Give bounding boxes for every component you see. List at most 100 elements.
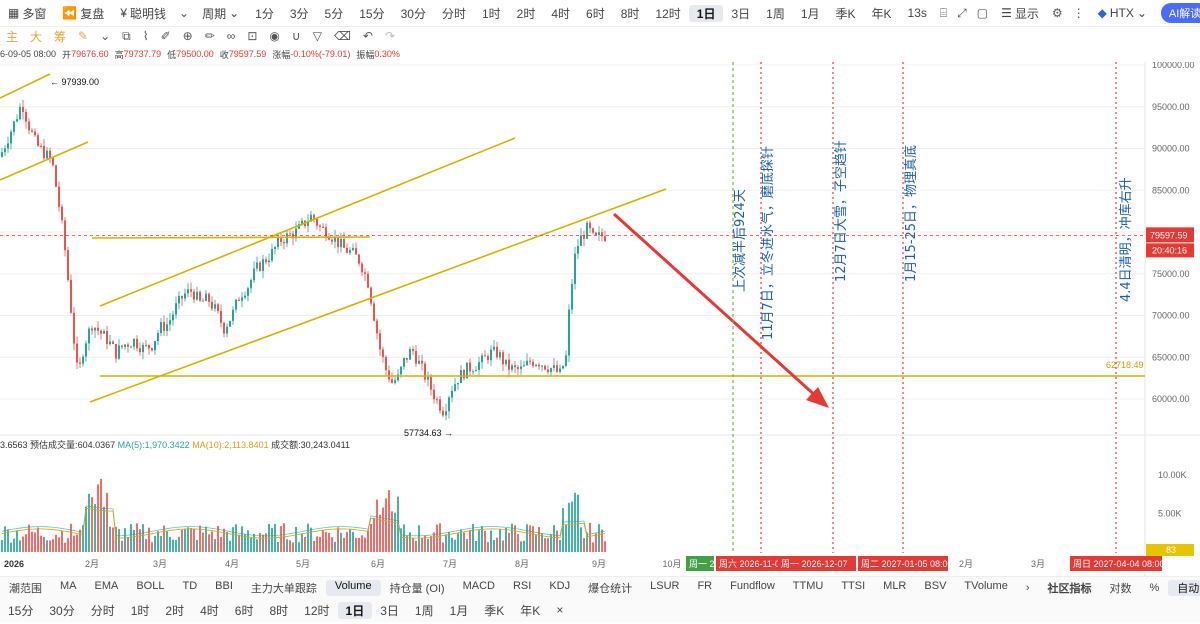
interval-tab-7[interactable]: 2时 bbox=[516, 6, 536, 21]
indicator-tab-10[interactable]: KDJ bbox=[549, 580, 571, 592]
zoom-icon[interactable]: ⊕ bbox=[182, 29, 193, 43]
chevron-down-icon[interactable]: ⌄ bbox=[100, 29, 111, 43]
chevron-right-icon[interactable]: › bbox=[1025, 582, 1030, 594]
price-chart[interactable]: 上次减半后924天 11月7日，立冬进水气，磨底探针 12月7日大雪，子空趋针 1月1… bbox=[0, 62, 1200, 576]
candle-body bbox=[433, 389, 435, 400]
chip-toggle[interactable]: 筹 bbox=[54, 29, 67, 44]
smart-money-button[interactable]: ¥ 聪明钱 bbox=[120, 6, 167, 21]
bottom-interval-tab-2[interactable]: 分时 bbox=[90, 603, 115, 618]
indicator-tab-1[interactable]: EMA bbox=[94, 580, 119, 592]
percent-toggle[interactable]: % bbox=[1149, 582, 1160, 594]
redo-icon[interactable]: ↷ bbox=[384, 29, 396, 43]
bottom-interval-tab-9[interactable]: 1日 bbox=[337, 601, 373, 619]
indicator-tab-12[interactable]: LSUR bbox=[650, 580, 680, 592]
indicator-tab-7[interactable]: 持仓量 (OI) bbox=[389, 583, 445, 595]
indicator-tab-14[interactable]: Fundflow bbox=[730, 580, 775, 592]
link-icon[interactable]: ∞ bbox=[226, 29, 236, 43]
bottom-interval-tab-1[interactable]: 30分 bbox=[49, 603, 75, 618]
indicator-tab-11[interactable]: 爆仓统计 bbox=[588, 583, 633, 595]
camera-icon[interactable]: ⌸ bbox=[939, 5, 948, 20]
filter-icon[interactable]: ▽ bbox=[312, 29, 322, 43]
interval-tab-6[interactable]: 1时 bbox=[481, 6, 501, 21]
close-value: 79597.59 bbox=[228, 49, 267, 59]
log-scale-toggle[interactable]: 对数 bbox=[1109, 583, 1132, 595]
big-toggle[interactable]: 大 bbox=[30, 29, 43, 44]
bottom-interval-tab-14[interactable]: 年K bbox=[520, 603, 541, 618]
interval-tab-5[interactable]: 分时 bbox=[441, 6, 466, 21]
bottom-interval-tab-11[interactable]: 1周 bbox=[414, 603, 434, 618]
bottom-interval-tab-6[interactable]: 6时 bbox=[234, 603, 254, 618]
pencil-icon[interactable]: ✎ bbox=[78, 29, 89, 43]
interval-tab-0[interactable]: 1分 bbox=[255, 6, 274, 21]
indicator-tab-9[interactable]: RSI bbox=[512, 580, 532, 592]
layout-button[interactable]: ▦ 多窗 bbox=[8, 6, 47, 21]
bottom-interval-tab-13[interactable]: 季K bbox=[484, 603, 505, 618]
interval-tab-15[interactable]: 1月 bbox=[800, 6, 820, 21]
window-icon[interactable]: ▢ bbox=[976, 6, 989, 20]
interval-tab-16[interactable]: 季K bbox=[835, 6, 856, 21]
period-dropdown[interactable]: 周期 ⌄ bbox=[202, 6, 240, 21]
expand-icon[interactable]: ⤢ bbox=[957, 5, 967, 20]
candle-body bbox=[370, 287, 372, 304]
interval-tab-3[interactable]: 15分 bbox=[359, 6, 385, 21]
interval-tab-10[interactable]: 8时 bbox=[620, 6, 640, 21]
community-indicator-button[interactable]: 社区指标 bbox=[1047, 583, 1092, 595]
magnet-icon[interactable]: ∪ bbox=[291, 29, 301, 43]
more-icon[interactable]: ⋮ bbox=[1072, 6, 1085, 20]
interval-tab-1[interactable]: 3分 bbox=[289, 6, 309, 21]
close-icon[interactable]: × bbox=[556, 603, 564, 617]
candle-body bbox=[466, 362, 468, 379]
indicator-tab-8[interactable]: MACD bbox=[462, 580, 495, 592]
exchange-select[interactable]: ◆ HTX ⌄ bbox=[1097, 6, 1147, 20]
gear-icon[interactable]: ⚙ bbox=[1051, 6, 1063, 20]
indicator-tab-3[interactable]: TD bbox=[182, 580, 198, 592]
volume-bar bbox=[565, 524, 567, 552]
edit-icon[interactable]: ✐ bbox=[160, 29, 171, 43]
display-button[interactable]: ☰ 显示 bbox=[1001, 6, 1039, 21]
indicator-tab-2[interactable]: BOLL bbox=[136, 580, 165, 592]
marker-icon[interactable]: ✏ bbox=[204, 29, 215, 43]
indicator-tab-18[interactable]: BSV bbox=[924, 580, 947, 592]
interval-tab-2[interactable]: 5分 bbox=[324, 6, 344, 21]
undo-icon[interactable]: ↶ bbox=[362, 29, 373, 43]
auto-toggle[interactable]: 自动 bbox=[1168, 580, 1200, 596]
interval-tab-8[interactable]: 4时 bbox=[551, 6, 571, 21]
bottom-interval-tab-4[interactable]: 2时 bbox=[165, 603, 185, 618]
interval-tab-11[interactable]: 12时 bbox=[655, 6, 681, 21]
interval-tab-17[interactable]: 年K bbox=[871, 6, 892, 21]
volume-bar bbox=[151, 542, 153, 552]
brush-icon[interactable]: ⌇ bbox=[142, 29, 149, 43]
indicator-tab-0[interactable]: MA bbox=[60, 580, 77, 592]
main-toggle[interactable]: 主 bbox=[6, 29, 19, 44]
bottom-interval-tab-5[interactable]: 4时 bbox=[200, 603, 219, 618]
trash-icon[interactable]: ⌫ bbox=[333, 29, 351, 43]
ai-interpret-button[interactable]: AI解读 bbox=[1160, 3, 1200, 23]
indicator-tab-19[interactable]: TVolume bbox=[964, 580, 1008, 592]
bottom-interval-tab-8[interactable]: 12时 bbox=[304, 603, 330, 618]
indicator-tab-5[interactable]: 主力大单跟踪 bbox=[250, 583, 317, 595]
bottom-interval-tab-10[interactable]: 3日 bbox=[380, 603, 399, 618]
interval-tab-12[interactable]: 1日 bbox=[688, 4, 724, 22]
eye-icon[interactable]: ◉ bbox=[269, 29, 280, 43]
interval-tab-13[interactable]: 3日 bbox=[731, 6, 751, 21]
interval-tab-14[interactable]: 1周 bbox=[766, 6, 785, 21]
indicator-tab-13[interactable]: FR bbox=[697, 580, 713, 592]
bottom-interval-tab-0[interactable]: 15分 bbox=[8, 603, 34, 618]
indicator-tab-6[interactable]: Volume bbox=[325, 580, 381, 596]
indicator-tab-4[interactable]: BBI bbox=[215, 580, 233, 592]
copy-icon[interactable]: ⧉ bbox=[122, 28, 131, 43]
candle-body bbox=[535, 364, 537, 367]
interval-tab-9[interactable]: 6时 bbox=[586, 6, 605, 21]
indicator-tab-17[interactable]: MLR bbox=[883, 580, 907, 592]
candle-body bbox=[379, 333, 381, 350]
range-label[interactable]: 潮范围 bbox=[9, 583, 42, 595]
lock-icon[interactable]: ⊡ bbox=[247, 29, 258, 43]
bottom-interval-tab-12[interactable]: 1月 bbox=[449, 603, 469, 618]
bottom-interval-tab-3[interactable]: 1时 bbox=[130, 603, 150, 618]
interval-tab-4[interactable]: 30分 bbox=[400, 6, 426, 21]
indicator-tab-16[interactable]: TTSI bbox=[841, 580, 866, 592]
chevron-down-icon[interactable]: ⌄ bbox=[179, 6, 190, 20]
replay-button[interactable]: ⏪ 复盘 bbox=[62, 6, 105, 21]
indicator-tab-15[interactable]: TTMU bbox=[792, 580, 824, 592]
bottom-interval-tab-7[interactable]: 8时 bbox=[269, 603, 289, 618]
